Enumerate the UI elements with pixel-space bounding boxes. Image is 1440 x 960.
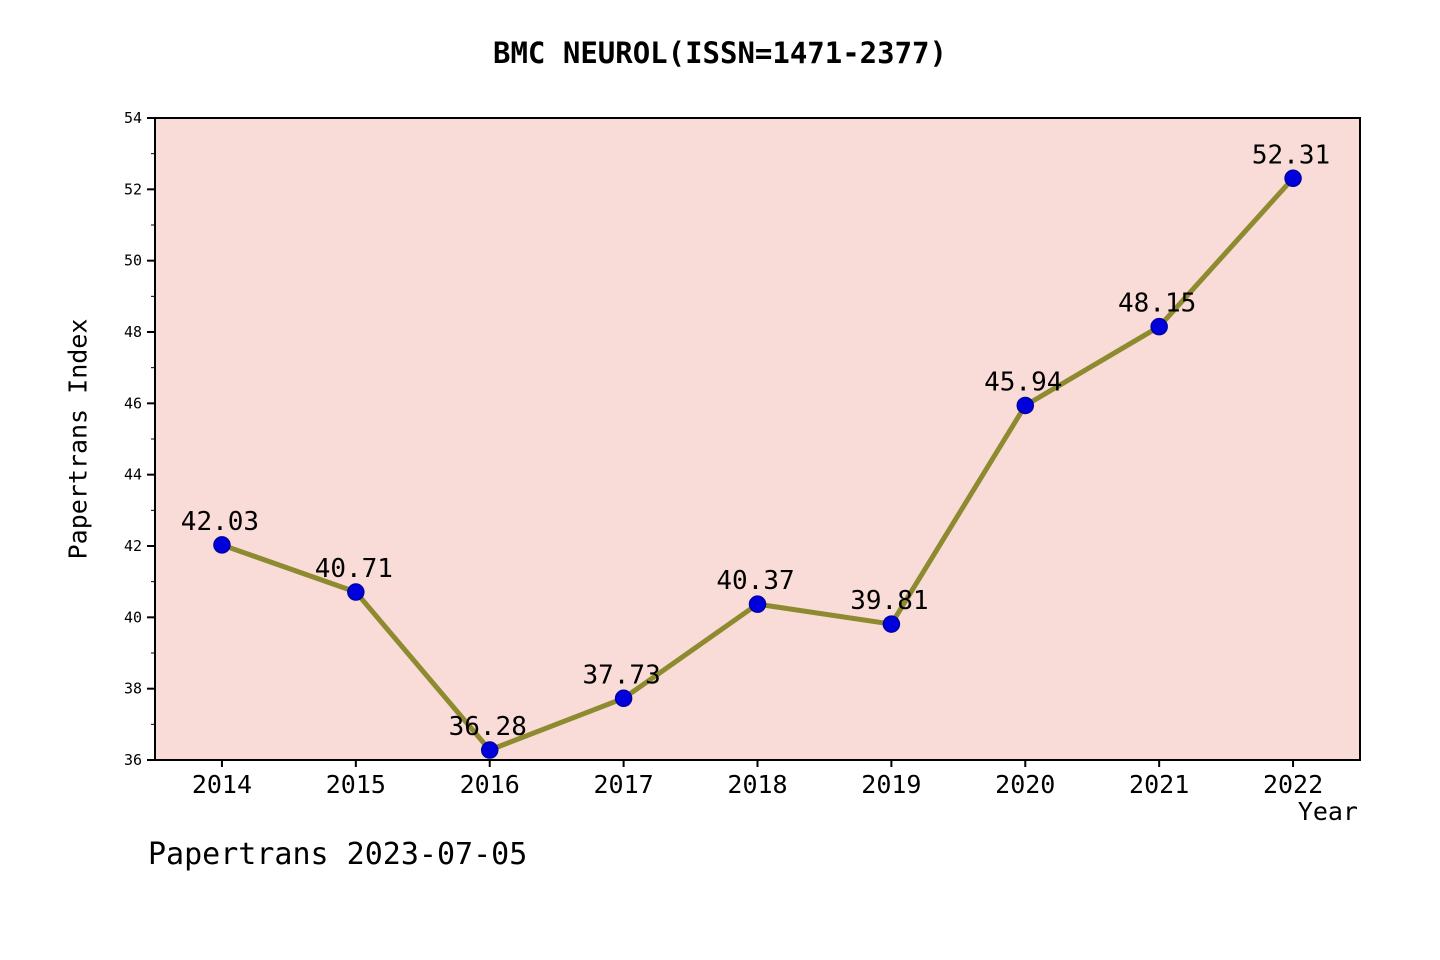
data-label: 36.28: [449, 712, 527, 742]
y-tick-label: 36: [124, 751, 142, 769]
y-tick-label: 38: [124, 680, 142, 698]
data-label: 42.03: [181, 507, 259, 537]
x-tick-label: 2020: [995, 770, 1055, 799]
y-tick-label: 48: [124, 323, 142, 341]
x-tick-label: 2022: [1263, 770, 1323, 799]
y-tick-label: 50: [124, 252, 142, 270]
watermark-text: Papertrans 2023-07-05: [148, 837, 528, 872]
data-point: [1016, 396, 1035, 415]
x-tick-label: 2014: [192, 770, 252, 799]
x-tick-label: 2015: [326, 770, 386, 799]
data-label: 37.73: [582, 660, 660, 690]
plot-border: [154, 117, 1361, 761]
y-tick-label: 46: [124, 394, 142, 412]
data-label: 40.37: [716, 566, 794, 596]
x-axis-label: Year: [1297, 797, 1358, 826]
data-point: [347, 583, 365, 601]
data-point: [1150, 317, 1168, 336]
x-tick-label: 2021: [1129, 770, 1189, 799]
data-label: 48.15: [1118, 289, 1196, 319]
x-tick-label: 2018: [727, 770, 787, 799]
y-tick-label: 42: [124, 537, 142, 555]
y-tick-label: 40: [124, 608, 142, 626]
data-point: [614, 689, 633, 708]
chart-title: BMC NEUROL(ISSN=1471-2377): [493, 36, 947, 70]
data-point: [882, 615, 901, 633]
data-point: [1284, 169, 1302, 188]
x-tick-label: 2017: [594, 770, 654, 799]
y-tick-label: 52: [124, 180, 142, 198]
data-label: 39.81: [850, 586, 928, 616]
x-tick-label: 2016: [460, 770, 520, 799]
data-point: [748, 595, 767, 613]
data-label: 45.94: [984, 367, 1062, 397]
data-label: 40.71: [315, 554, 393, 584]
y-tick-label: 54: [124, 109, 142, 127]
x-tick-label: 2019: [861, 770, 921, 799]
plot-area: [155, 118, 1360, 760]
data-point: [480, 741, 499, 759]
y-tick-label: 44: [124, 466, 142, 484]
data-point: [213, 536, 231, 554]
data-label: 52.31: [1252, 140, 1330, 170]
